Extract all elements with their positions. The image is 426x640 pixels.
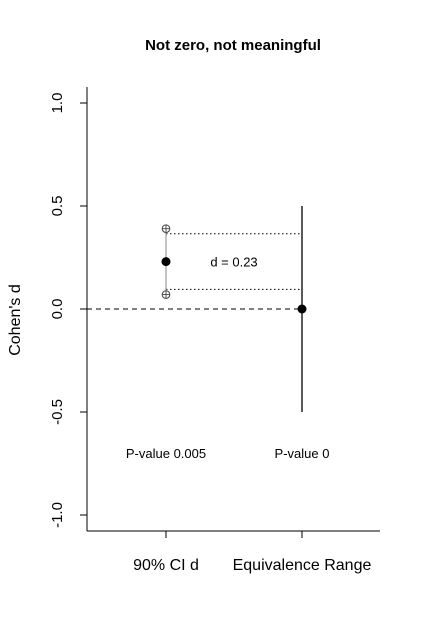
annotation-1: P-value 0.005 [126, 446, 206, 461]
y-tick-label-1: -0.5 [49, 399, 66, 425]
y-tick-label-3: 0.5 [49, 196, 66, 217]
ci-estimate-point [161, 257, 171, 267]
annotations: d = 0.23 P-value 0.005 P-value 0 [126, 255, 330, 462]
x-tick-label-1: Equivalence Range [233, 557, 372, 574]
y-ticks: -1.0 -0.5 0.0 0.5 1.0 [49, 93, 87, 528]
x-tick-label-0: 90% CI d [133, 557, 199, 574]
reference-lines [87, 233, 302, 310]
y-tick-label-2: 0.0 [49, 299, 66, 320]
chart-marks [161, 206, 307, 412]
annotation-2: P-value 0 [275, 446, 330, 461]
annotation-0: d = 0.23 [210, 255, 257, 270]
equivalence-center-point [297, 304, 307, 314]
y-tick-label-4: 1.0 [49, 93, 66, 114]
y-axis-label: Cohen's d [7, 284, 24, 356]
chart-title: Not zero, not meaningful [145, 37, 321, 54]
y-tick-label-0: -1.0 [49, 502, 66, 528]
x-ticks: 90% CI d Equivalence Range [133, 531, 371, 574]
